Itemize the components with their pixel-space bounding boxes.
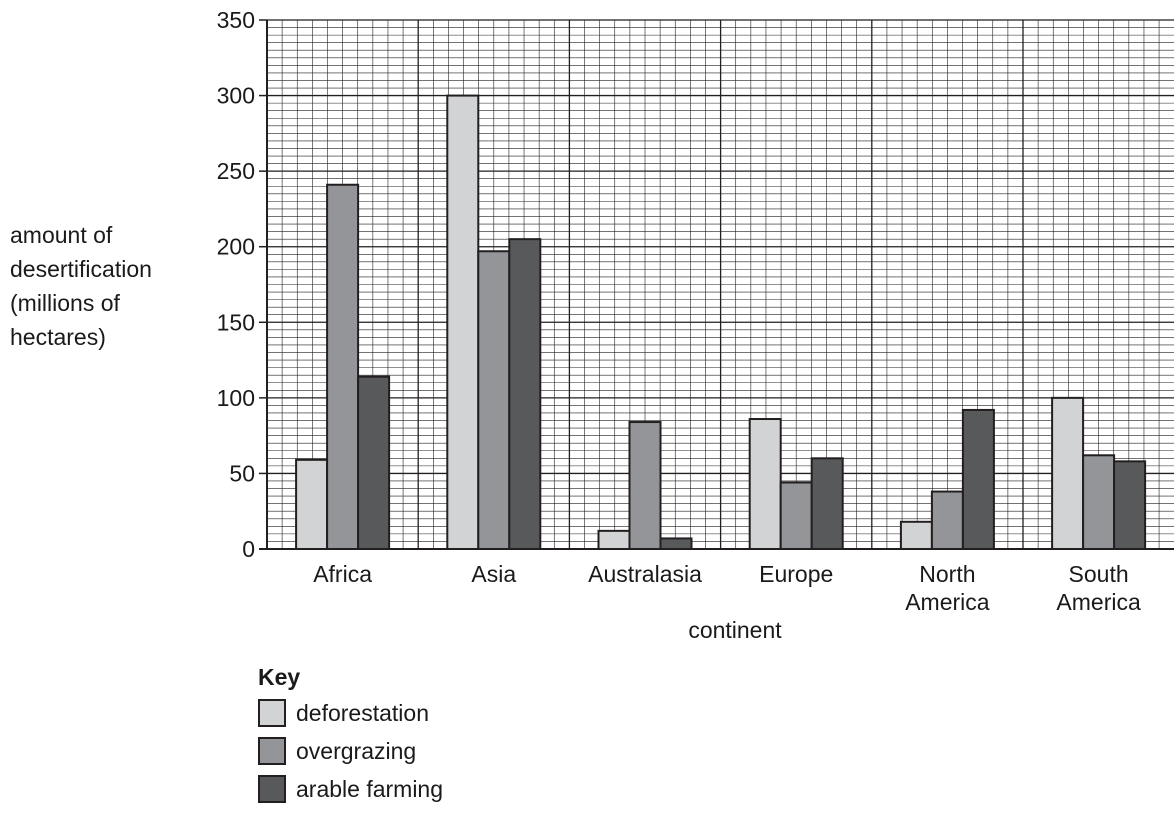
bar-overgrazing-europe: [779, 481, 813, 550]
y-tick-label: 200: [217, 234, 255, 260]
bar-deforestation-south-america: [1051, 396, 1085, 550]
y-axis-label-line: (millions of: [10, 290, 120, 316]
legend-item-arable-farming: arable farming: [258, 770, 443, 808]
x-tick-label: Europe: [759, 561, 833, 587]
y-tick-label: 350: [217, 7, 255, 33]
bar-overgrazing-south-america: [1082, 454, 1116, 551]
bar-overgrazing-asia: [477, 250, 511, 550]
legend-swatch-deforestation: [258, 699, 286, 727]
bar-arable-farming-africa: [357, 375, 391, 550]
bar-overgrazing-north-america: [930, 490, 964, 550]
legend-title: Key: [258, 664, 301, 690]
y-axis-label-line: amount of: [10, 222, 113, 248]
bar-deforestation-europe: [748, 418, 782, 551]
y-tick-label: 0: [242, 536, 255, 562]
bar-arable-farming-europe: [810, 457, 844, 551]
legend-swatch-overgrazing: [258, 737, 286, 765]
x-axis-title: continent: [688, 617, 782, 643]
legend-swatch-arable-farming: [258, 775, 286, 803]
chart-bars: [295, 94, 1147, 551]
y-axis-label-line: desertification: [10, 256, 152, 282]
y-tick-label: 150: [217, 309, 255, 335]
bar-overgrazing-australasia: [628, 421, 662, 551]
chart-axes: [259, 20, 1174, 550]
y-axis-ticks: [259, 19, 267, 550]
y-tick-label: 50: [229, 460, 255, 486]
bar-arable-farming-australasia: [659, 537, 693, 550]
bar-arable-farming-asia: [508, 238, 542, 551]
legend-label: deforestation: [296, 699, 429, 726]
bar-deforestation-north-america: [899, 520, 933, 551]
chart-labels: 0 50 100 150 200 250 300 350 Africa Asia Australas…: [217, 7, 1141, 643]
y-tick-label: 300: [217, 83, 255, 109]
y-axis-label-line: hectares): [10, 324, 106, 350]
legend-label: arable farming: [296, 775, 444, 802]
bar-overgrazing-africa: [326, 183, 360, 550]
x-tick-label: Africa: [313, 561, 372, 587]
bar-deforestation-australasia: [597, 529, 631, 550]
x-tick-label: Asia: [471, 561, 516, 587]
y-tick-label: 250: [217, 158, 255, 184]
x-tick-label: America: [905, 589, 990, 615]
legend-item-overgrazing: overgrazing: [258, 732, 443, 770]
y-axis-label: amount of desertification (millions of h…: [10, 218, 210, 354]
y-tick-label: 100: [217, 385, 255, 411]
x-tick-label: America: [1056, 589, 1141, 615]
legend-item-deforestation: deforestation: [258, 694, 443, 732]
chart-grid: [267, 19, 1174, 549]
bar-arable-farming-north-america: [961, 408, 995, 550]
bar-deforestation-asia: [446, 94, 480, 550]
legend: Key deforestation overgrazing arable far…: [258, 660, 443, 808]
bar-deforestation-africa: [295, 458, 329, 550]
x-tick-label: North: [919, 561, 975, 587]
legend-label: overgrazing: [296, 737, 417, 764]
x-tick-label: South: [1069, 561, 1129, 587]
x-tick-label: Australasia: [588, 561, 702, 587]
bar-arable-farming-south-america: [1113, 460, 1147, 550]
